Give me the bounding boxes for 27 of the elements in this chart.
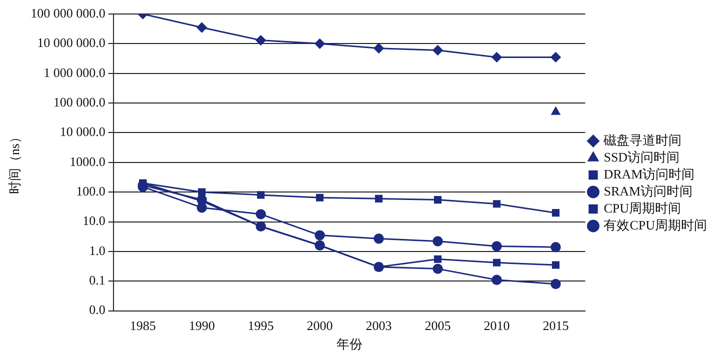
x-tick-label: 2010 (484, 318, 510, 334)
legend-label: DRAM访问时间 (604, 166, 695, 182)
legend-label: SRAM访问时间 (604, 183, 693, 198)
legend-label: SSD访问时间 (604, 149, 680, 164)
x-tick-label: 1995 (248, 318, 274, 334)
y-tick-label: 100 000.0 (53, 94, 106, 110)
y-tick-label: 100.0 (76, 184, 106, 198)
y-axis-title: 时间（ns） (7, 130, 22, 194)
y-tick-label: 1.0 (89, 242, 106, 258)
x-tick-label: 2003 (366, 318, 392, 334)
y-tick-label: 1000.0 (70, 154, 106, 169)
x-tick-label: 2000 (306, 318, 333, 334)
y-tick-label: 100 000 000.0 (30, 5, 106, 20)
x-tick-label: 1985 (130, 318, 156, 334)
legend-label: CPU周期时间 (604, 200, 682, 216)
y-tick-label: 0.1 (89, 272, 106, 288)
x-tick-label: 1990 (188, 318, 215, 334)
legend-label: 有效CPU周期时间 (604, 217, 708, 232)
x-tick-label: 2015 (542, 318, 569, 334)
y-tick-label: 10 000.0 (60, 124, 106, 140)
x-axis-title: 年份 (336, 336, 362, 352)
legend-label: 磁盘寻道时间 (602, 132, 682, 148)
y-tick-label: 1 000 000.0 (44, 64, 106, 80)
y-tick-label: 10 000 000.0 (37, 35, 106, 50)
y-tick-label: 10.0 (82, 213, 106, 228)
x-tick-label: 2005 (424, 318, 451, 334)
y-tick-label: 0.0 (89, 302, 106, 318)
